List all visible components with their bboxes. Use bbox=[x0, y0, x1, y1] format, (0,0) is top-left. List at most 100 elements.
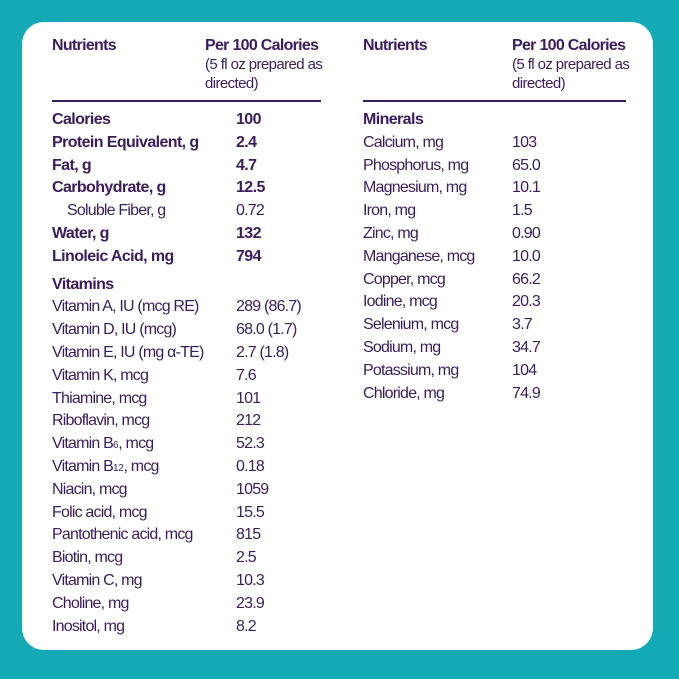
section-heading: Vitamins bbox=[52, 274, 322, 297]
nutrient-name-text: Thiamine, mcg bbox=[52, 389, 147, 407]
nutrient-name: Biotin, mcg bbox=[52, 547, 123, 569]
nutrient-value: 10.1 bbox=[512, 179, 541, 197]
per-100-calories-header: Per 100 Calories (5 fl oz prepared as di… bbox=[512, 36, 632, 93]
nutrient-value: 12.5 bbox=[236, 179, 265, 197]
nutrient-name: Selenium, mcg bbox=[363, 314, 459, 336]
nutrient-row: Selenium, mcg 3.7 bbox=[363, 314, 628, 337]
nutrient-name: Soluble Fiber, g bbox=[67, 200, 166, 222]
nutrient-row: Vitamin C, mg 10.3 bbox=[52, 570, 322, 593]
nutrient-value: 20.3 bbox=[512, 293, 541, 311]
nutrient-row: Pantothenic acid, mcg 815 bbox=[52, 524, 322, 547]
nutrient-value: 100 bbox=[236, 111, 262, 128]
nutrient-row: Vitamin K, mcg 7.6 bbox=[52, 365, 322, 388]
nutrient-name: Magnesium, mg bbox=[363, 177, 467, 199]
nutrient-name-text: Carbohydrate, g bbox=[52, 179, 166, 197]
nutrient-name: Vitamins bbox=[52, 274, 114, 296]
nutrient-row: Niacin, mcg 1059 bbox=[52, 479, 322, 502]
nutrient-name-text: Vitamins bbox=[52, 275, 114, 293]
nutrient-value: 101 bbox=[236, 389, 261, 407]
nutrient-list: Calories 100 Protein Equivalent, g 2.4 Fat, … bbox=[52, 109, 322, 638]
nutrient-row: Inositol, mg 8.2 bbox=[52, 616, 322, 639]
subscript: 12 bbox=[112, 462, 124, 474]
nutrient-value: 2.7 (1.8) bbox=[236, 343, 289, 361]
nutrient-name: Copper, mcg bbox=[363, 269, 446, 291]
nutrient-name-text: Folic acid, mcg bbox=[52, 503, 148, 521]
nutrients-header: Nutrients bbox=[52, 37, 117, 54]
per-100-calories-label: Per 100 Calories bbox=[205, 37, 319, 54]
nutrient-name-text: Pantothenic acid, mcg bbox=[52, 526, 193, 544]
nutrient-name-text: Soluble Fiber, g bbox=[67, 202, 166, 220]
nutrient-name: Vitamin A, IU (mcg RE) bbox=[52, 296, 199, 318]
nutrient-name-text: Selenium, mcg bbox=[363, 316, 459, 334]
nutrient-row: Phosphorus, mg 65.0 bbox=[363, 155, 628, 178]
nutrient-value: 66.2 bbox=[512, 270, 541, 288]
nutrient-value: 0.90 bbox=[512, 224, 541, 242]
nutrient-row: Protein Equivalent, g 2.4 bbox=[52, 132, 322, 155]
nutrient-row: Vitamin A, IU (mcg RE) 289 (86.7) bbox=[52, 296, 322, 319]
nutrient-value: 2.5 bbox=[236, 549, 257, 567]
nutrient-name-text: Manganese, mcg bbox=[363, 247, 475, 265]
serving-note: (5 fl oz prepared as directed) bbox=[205, 56, 323, 92]
nutrient-name: Zinc, mg bbox=[363, 223, 419, 245]
unit-suffix: , mcg bbox=[118, 435, 154, 453]
nutrient-row: Vitamin B12, mcg 0.18 bbox=[52, 456, 322, 479]
nutrient-name: Riboflavin, mcg bbox=[52, 410, 150, 432]
nutrient-name-text: Choline, mg bbox=[52, 594, 129, 612]
mineral-list: Minerals Calcium, mg 103 Phosphorus, mg 65.0… bbox=[363, 109, 628, 405]
nutrient-name: Calories bbox=[52, 109, 111, 131]
nutrient-name: Pantothenic acid, mcg bbox=[52, 524, 193, 546]
nutrient-name: Manganese, mcg bbox=[363, 246, 475, 268]
nutrient-row: Zinc, mg 0.90 bbox=[363, 223, 628, 246]
nutrient-name: Vitamin B12, mcg bbox=[52, 456, 159, 480]
nutrient-name-text: Vitamin B bbox=[52, 457, 114, 475]
nutrient-name: Vitamin E, IU (mg α-TE) bbox=[52, 342, 204, 364]
nutrient-row: Choline, mg 23.9 bbox=[52, 593, 322, 616]
nutrient-row: Fat, g 4.7 bbox=[52, 155, 322, 178]
nutrient-name-text: Potassium, mg bbox=[363, 361, 459, 379]
nutrient-name: Water, g bbox=[52, 223, 109, 245]
nutrient-name: Calcium, mg bbox=[363, 132, 444, 154]
nutrient-name: Phosphorus, mg bbox=[363, 155, 469, 177]
nutrient-name-text: Riboflavin, mcg bbox=[52, 412, 150, 430]
nutrient-name: Thiamine, mcg bbox=[52, 388, 147, 410]
nutrient-name-text: Phosphorus, mg bbox=[363, 156, 469, 174]
nutrient-row: Sodium, mg 34.7 bbox=[363, 337, 628, 360]
nutrient-name-text: Vitamin E, IU (mg α-TE) bbox=[52, 343, 204, 361]
nutrient-name-text: Chloride, mg bbox=[363, 384, 445, 402]
nutrient-row: Carbohydrate, g 12.5 bbox=[52, 177, 322, 200]
nutrient-row: Riboflavin, mcg 212 bbox=[52, 410, 322, 433]
nutrient-value: 1.5 bbox=[512, 202, 533, 220]
nutrient-value: 74.9 bbox=[512, 384, 541, 402]
nutrient-name-text: Vitamin C, mg bbox=[52, 571, 143, 589]
subscript: 6 bbox=[112, 440, 119, 452]
nutrient-row: Soluble Fiber, g 0.72 bbox=[52, 200, 322, 223]
nutrient-value: 15.5 bbox=[236, 503, 265, 521]
nutrient-row: Biotin, mcg 2.5 bbox=[52, 547, 322, 570]
nutrient-value: 23.9 bbox=[236, 594, 265, 612]
nutrient-value: 1059 bbox=[236, 480, 269, 498]
nutrient-name: Vitamin C, mg bbox=[52, 570, 143, 592]
nutrient-name: Vitamin K, mcg bbox=[52, 365, 149, 387]
nutrient-name: Niacin, mcg bbox=[52, 479, 128, 501]
section-heading: Minerals bbox=[363, 109, 628, 132]
nutrient-name-text: Magnesium, mg bbox=[363, 179, 467, 197]
nutrient-name-text: Iron, mg bbox=[363, 202, 416, 220]
nutrient-name: Carbohydrate, g bbox=[52, 177, 166, 199]
nutrient-value: 65.0 bbox=[512, 156, 541, 174]
unit-suffix: , mcg bbox=[123, 457, 160, 475]
per-100-calories-header: Per 100 Calories (5 fl oz prepared as di… bbox=[205, 36, 325, 93]
nutrient-value: 7.6 bbox=[236, 366, 257, 384]
nutrient-name-text: Vitamin K, mcg bbox=[52, 366, 149, 384]
nutrient-name-text: Protein Equivalent, g bbox=[52, 133, 199, 151]
nutrient-name-text: Copper, mcg bbox=[363, 270, 446, 288]
nutrient-row: Calcium, mg 103 bbox=[363, 132, 628, 155]
nutrient-name-text: Niacin, mcg bbox=[52, 480, 128, 498]
nutrients-header: Nutrients bbox=[363, 37, 428, 54]
header-divider bbox=[52, 100, 321, 102]
nutrient-value: 104 bbox=[512, 361, 537, 379]
nutrient-row: Linoleic Acid, mg 794 bbox=[52, 246, 322, 269]
nutrient-row: Iodine, mcg 20.3 bbox=[363, 291, 628, 314]
nutrient-row: Magnesium, mg 10.1 bbox=[363, 177, 628, 200]
nutrient-name: Iron, mg bbox=[363, 200, 416, 222]
nutrient-value: 34.7 bbox=[512, 338, 541, 356]
